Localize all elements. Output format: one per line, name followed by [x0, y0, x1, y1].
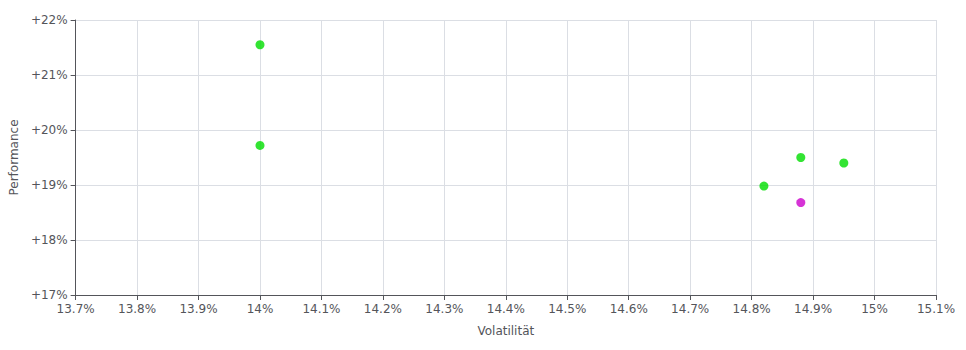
svg-text:13.9%: 13.9%: [179, 302, 217, 316]
svg-text:+22%: +22%: [31, 13, 68, 27]
svg-text:13.7%: 13.7%: [57, 302, 95, 316]
svg-text:+21%: +21%: [31, 68, 68, 82]
svg-text:Performance: Performance: [7, 119, 21, 195]
svg-text:Volatilität: Volatilität: [477, 324, 534, 338]
svg-text:+17%: +17%: [31, 288, 68, 302]
svg-text:14.1%: 14.1%: [302, 302, 340, 316]
svg-text:+19%: +19%: [31, 178, 68, 192]
svg-text:+18%: +18%: [31, 233, 68, 247]
svg-text:+20%: +20%: [31, 123, 68, 137]
svg-text:14%: 14%: [247, 302, 274, 316]
svg-text:14.9%: 14.9%: [794, 302, 832, 316]
svg-text:14.5%: 14.5%: [548, 302, 586, 316]
svg-text:14.8%: 14.8%: [733, 302, 771, 316]
svg-text:14.4%: 14.4%: [487, 302, 525, 316]
svg-text:14.7%: 14.7%: [671, 302, 709, 316]
svg-text:15%: 15%: [861, 302, 888, 316]
svg-text:14.6%: 14.6%: [610, 302, 648, 316]
svg-text:14.2%: 14.2%: [364, 302, 402, 316]
svg-text:14.3%: 14.3%: [425, 302, 463, 316]
svg-text:13.8%: 13.8%: [118, 302, 156, 316]
svg-text:15.1%: 15.1%: [917, 302, 955, 316]
